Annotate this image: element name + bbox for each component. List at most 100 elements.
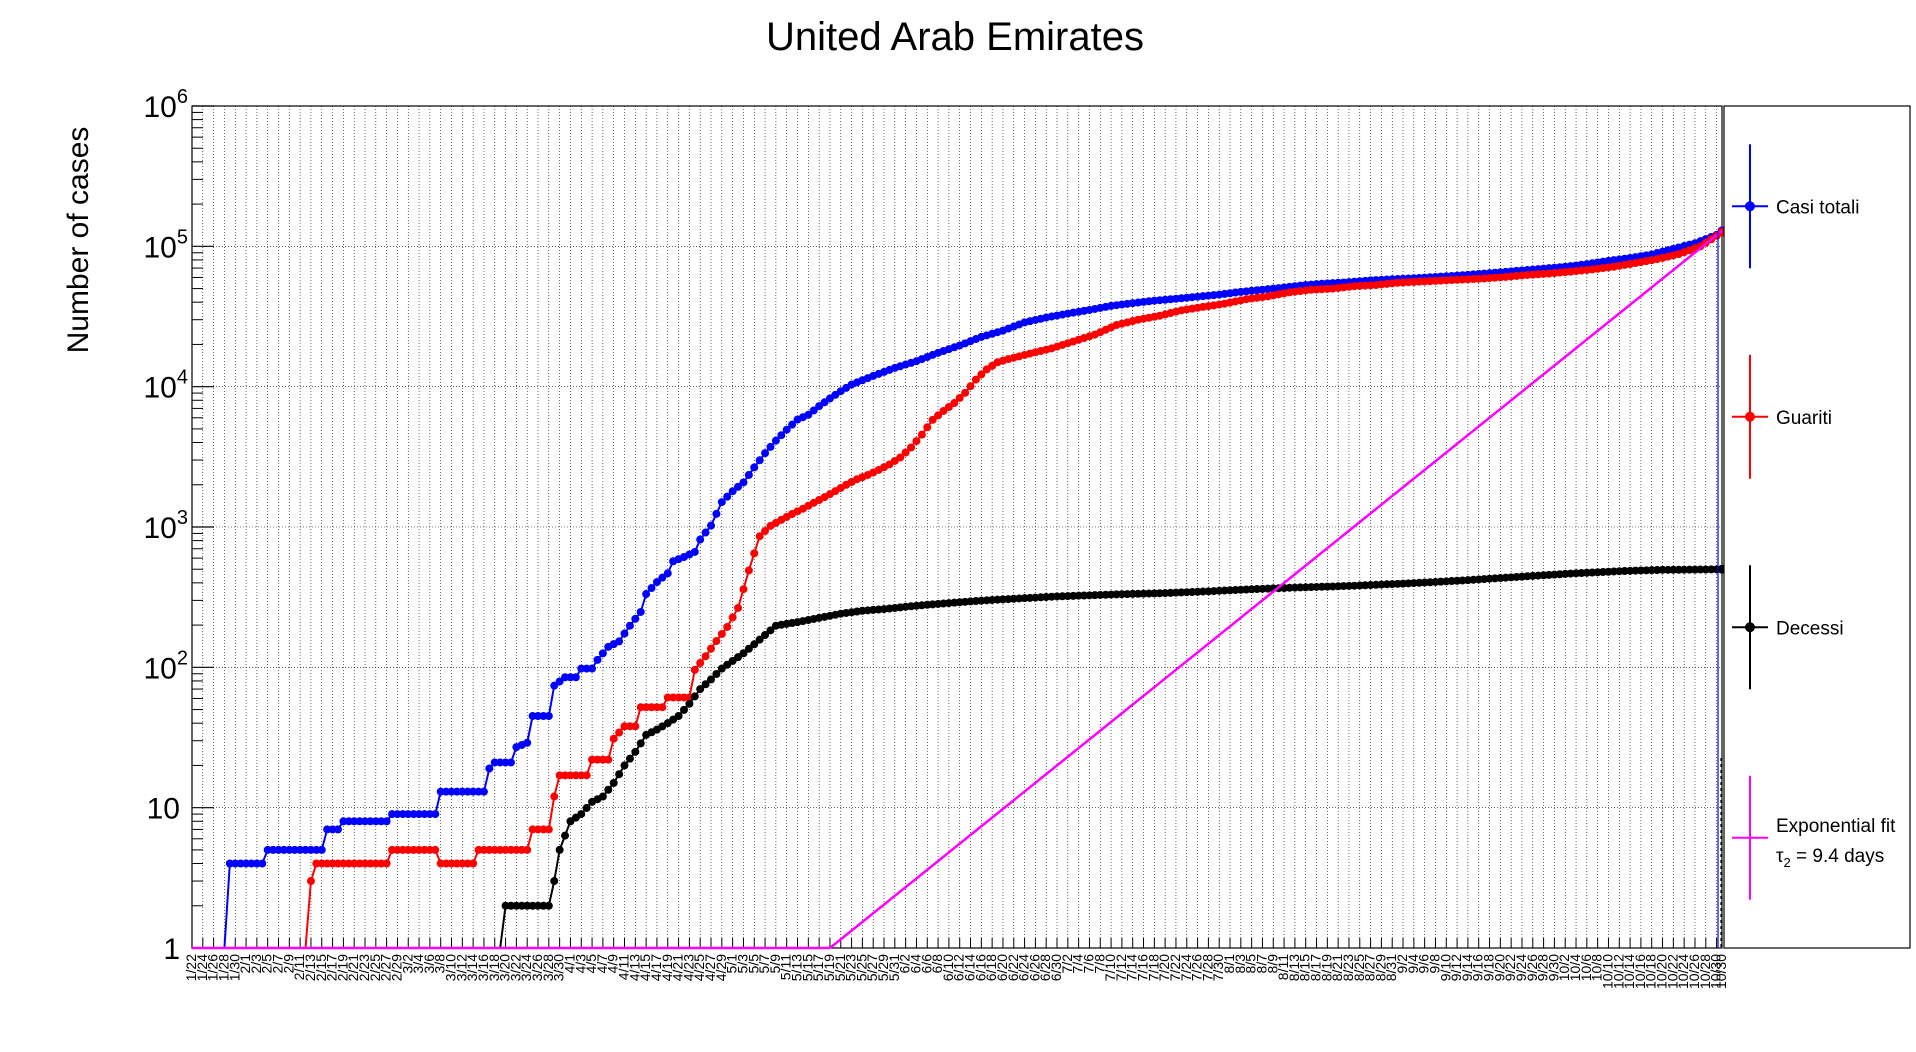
data-point bbox=[382, 859, 391, 868]
x-tick-label: 9/28 bbox=[1535, 954, 1551, 981]
x-tick-label: 10/30 bbox=[1713, 954, 1729, 989]
data-point bbox=[620, 629, 629, 638]
x-tick-label: 2/17 bbox=[324, 954, 340, 981]
data-point bbox=[782, 425, 791, 434]
x-tick-label: 5/25 bbox=[853, 954, 869, 981]
data-point bbox=[901, 448, 910, 457]
x-tick-label: 10/14 bbox=[1621, 954, 1637, 989]
x-tick-label: 7/6 bbox=[1080, 954, 1096, 974]
x-tick-label: 10/30 bbox=[1708, 954, 1724, 989]
x-tick-label: 10/26 bbox=[1686, 954, 1702, 989]
data-point bbox=[382, 817, 391, 826]
data-point bbox=[961, 388, 970, 397]
fit-line bbox=[829, 229, 1723, 949]
x-tick-label: 2/15 bbox=[313, 954, 329, 981]
x-tick-label: 8/25 bbox=[1351, 954, 1367, 981]
x-tick-label: 7/16 bbox=[1135, 954, 1151, 981]
x-tick-label: 2/23 bbox=[356, 954, 372, 981]
x-tick-label: 3/6 bbox=[421, 954, 437, 974]
x-tick-label: 7/20 bbox=[1156, 954, 1172, 981]
data-point bbox=[652, 578, 661, 587]
y-axis-label: Number of cases bbox=[62, 127, 95, 354]
x-tick-label: 6/18 bbox=[983, 954, 999, 981]
x-tick-label: 6/28 bbox=[1037, 954, 1053, 981]
data-point bbox=[934, 411, 943, 420]
x-tick-label: 4/17 bbox=[648, 954, 664, 981]
x-tick-label: 4/5 bbox=[583, 954, 599, 974]
x-tick-label: 10/2 bbox=[1556, 954, 1572, 981]
x-tick-label: 4/13 bbox=[626, 954, 642, 981]
data-point bbox=[690, 692, 699, 701]
x-tick-label: 2/21 bbox=[345, 954, 361, 981]
data-point bbox=[696, 659, 705, 668]
x-tick-label: 6/2 bbox=[897, 954, 913, 974]
x-tick-label: 2/3 bbox=[248, 954, 264, 974]
data-point bbox=[739, 649, 748, 658]
x-tick-label: 10/6 bbox=[1578, 954, 1594, 981]
x-tick-label: 7/10 bbox=[1102, 954, 1118, 981]
x-tick-label: 5/29 bbox=[875, 954, 891, 981]
data-point bbox=[663, 569, 672, 578]
x-tick-label: 3/14 bbox=[464, 954, 480, 981]
data-point bbox=[788, 420, 797, 429]
x-tick-label: 1/22 bbox=[183, 954, 199, 981]
data-point bbox=[755, 456, 764, 465]
data-point bbox=[479, 787, 488, 796]
data-point bbox=[696, 685, 705, 694]
data-point bbox=[636, 607, 645, 616]
x-tick-label: 4/23 bbox=[680, 954, 696, 981]
data-point bbox=[717, 498, 726, 507]
x-tick-label: 4/11 bbox=[616, 954, 632, 980]
legend-label: Casi totali bbox=[1776, 197, 1859, 218]
x-tick-label: 10/12 bbox=[1610, 954, 1626, 989]
x-tick-label: 6/26 bbox=[1026, 954, 1042, 981]
y-tick-label: 103 bbox=[144, 507, 189, 545]
x-tick-label: 9/20 bbox=[1491, 954, 1507, 981]
x-tick-label: 6/10 bbox=[940, 954, 956, 981]
data-point bbox=[631, 614, 640, 623]
x-tick-label: 3/8 bbox=[432, 954, 448, 974]
data-point bbox=[523, 738, 532, 747]
data-point bbox=[317, 845, 326, 854]
x-tick-label: 7/4 bbox=[1070, 954, 1086, 974]
data-point bbox=[761, 527, 770, 536]
x-tick-label: 9/24 bbox=[1513, 954, 1529, 981]
grid bbox=[191, 106, 1722, 948]
x-tick-label: 2/13 bbox=[302, 954, 318, 981]
legend-label-line2: τ2 = 9.4 days bbox=[1776, 846, 1884, 870]
data-point bbox=[809, 406, 818, 415]
legend-label: Guariti bbox=[1776, 408, 1832, 429]
data-point bbox=[506, 758, 515, 767]
x-tick-label: 3/18 bbox=[486, 954, 502, 981]
x-tick-label: 7/28 bbox=[1199, 954, 1215, 981]
data-point bbox=[690, 547, 699, 556]
x-tick-label: 8/21 bbox=[1329, 954, 1345, 981]
x-tick-label: 5/5 bbox=[745, 954, 761, 974]
data-point bbox=[631, 722, 640, 731]
data-point bbox=[766, 626, 775, 635]
x-tick-label: 5/27 bbox=[864, 954, 880, 981]
y-tick-label: 102 bbox=[144, 647, 189, 685]
data-point bbox=[917, 430, 926, 439]
x-tick-label: 8/1 bbox=[1221, 954, 1237, 974]
legend-marker bbox=[1745, 411, 1755, 422]
data-point bbox=[431, 845, 440, 854]
data-point bbox=[734, 482, 743, 491]
data-point bbox=[636, 739, 645, 748]
x-tick-label: 9/10 bbox=[1437, 954, 1453, 981]
data-point bbox=[707, 644, 716, 653]
data-point bbox=[658, 703, 667, 712]
data-point bbox=[258, 859, 267, 868]
data-point bbox=[744, 566, 753, 575]
x-tick-label: 8/19 bbox=[1318, 954, 1334, 981]
x-tick-label: 5/17 bbox=[810, 954, 826, 981]
data-point bbox=[750, 549, 759, 558]
x-tick-label: 1/30 bbox=[226, 954, 242, 981]
legend-label: Exponential fit bbox=[1776, 816, 1896, 837]
x-tick-label: 8/7 bbox=[1253, 954, 1269, 974]
x-tick-label: 5/19 bbox=[821, 954, 837, 981]
data-point bbox=[761, 630, 770, 639]
x-tick-label: 10/8 bbox=[1589, 954, 1605, 981]
